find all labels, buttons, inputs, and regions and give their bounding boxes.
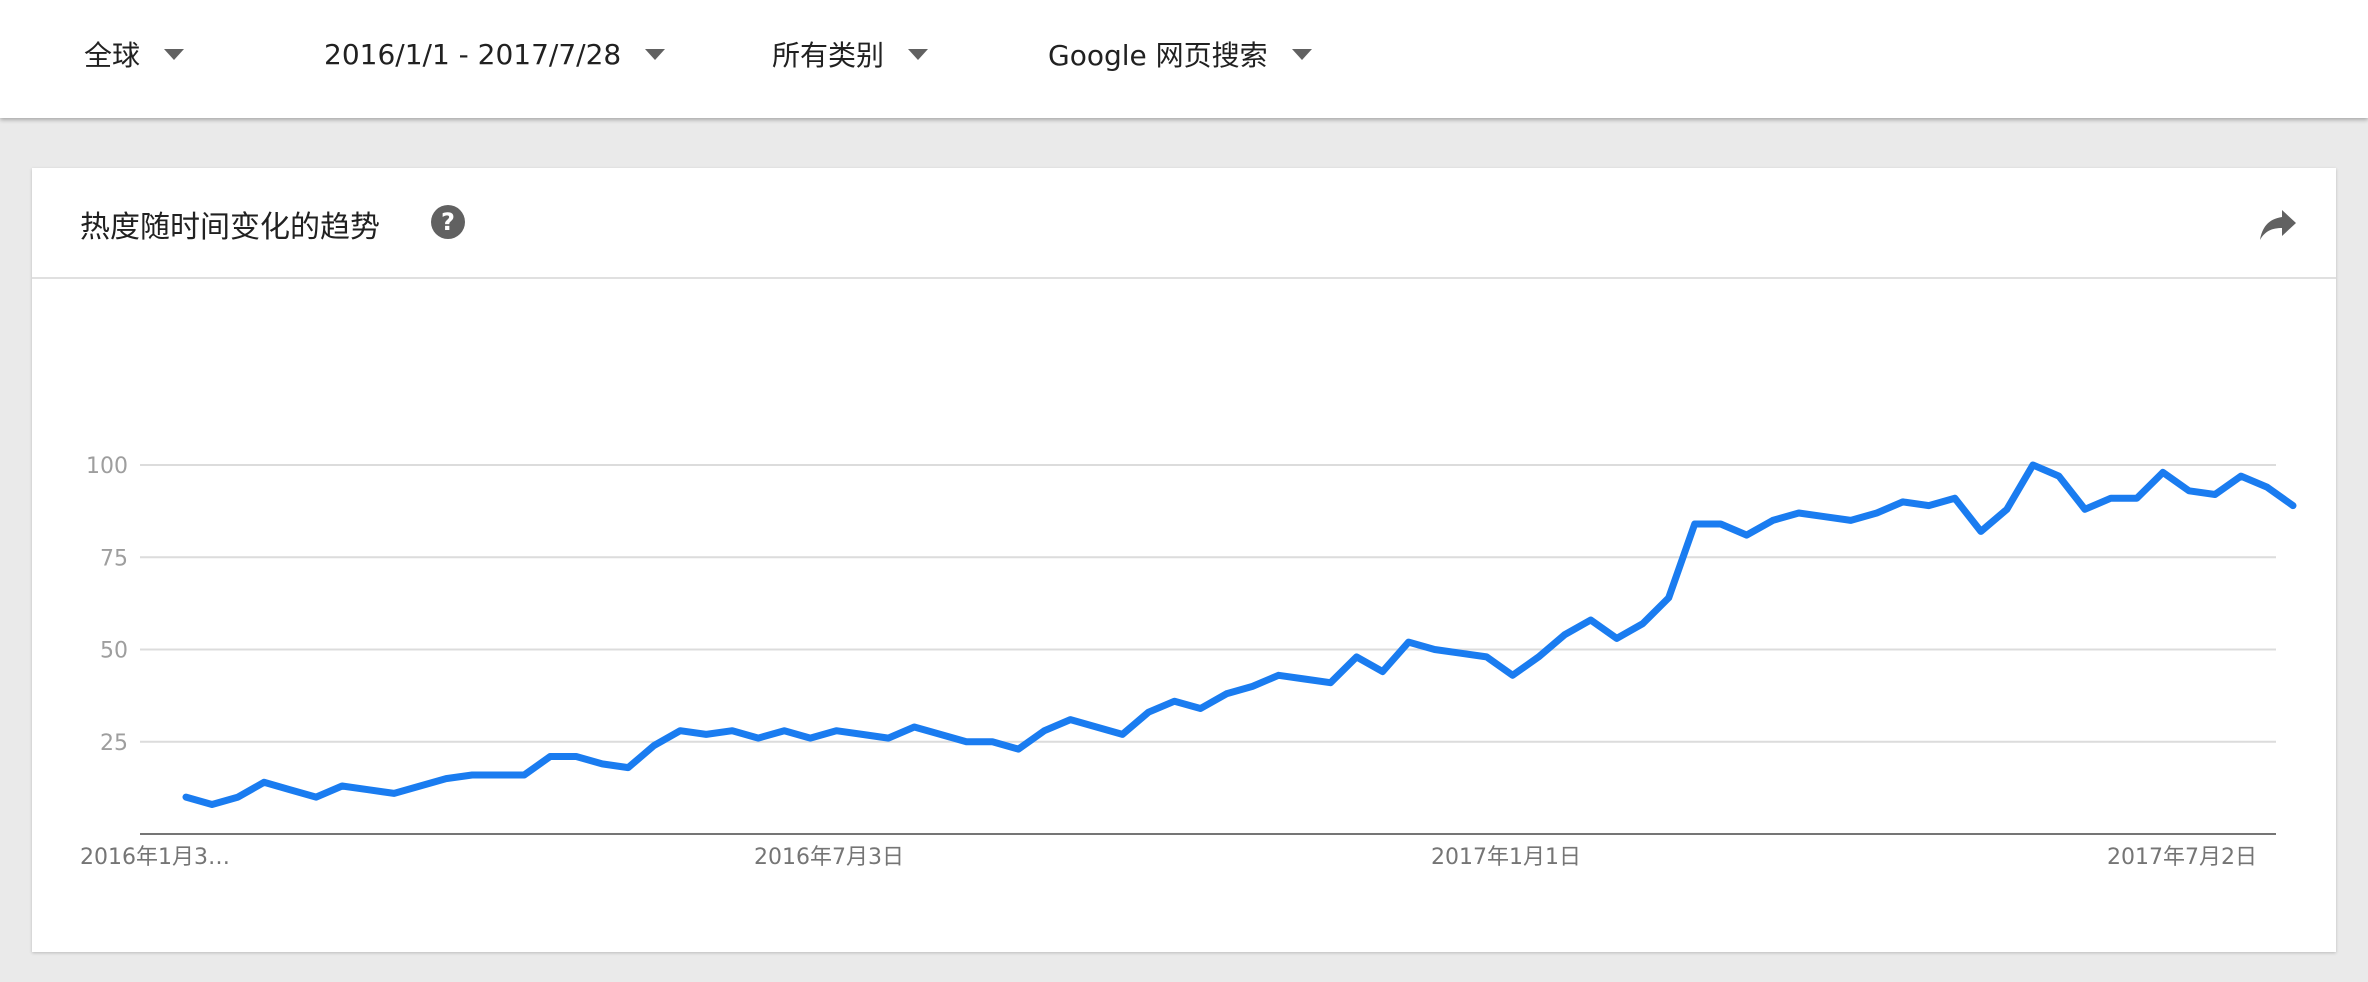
y-tick-label: 75 bbox=[100, 546, 128, 571]
filter-toolbar: 全球 2016/1/1 - 2017/7/28 所有类别 Google 网页搜索 bbox=[0, 0, 2368, 118]
card-header: 热度随时间变化的趋势 ? bbox=[32, 168, 2336, 279]
y-tick-label: 100 bbox=[86, 454, 128, 479]
x-tick-label: 2017年7月2日 bbox=[2107, 845, 2257, 870]
x-tick-label: 2016年1月3… bbox=[80, 845, 230, 870]
x-tick-label: 2017年1月1日 bbox=[1431, 845, 1581, 870]
grid-lines bbox=[140, 464, 2276, 743]
caret-down-icon bbox=[1291, 48, 1312, 60]
card-title: 热度随时间变化的趋势 bbox=[80, 210, 380, 245]
x-tick-labels: 2016年1月3… 2016年7月3日 2017年1月1日 2017年7月2日 bbox=[80, 845, 2257, 870]
y-tick-label: 50 bbox=[100, 639, 128, 664]
region-dropdown[interactable]: 全球 bbox=[84, 30, 185, 78]
trend-chart: 25 50 75 100 2016年1月3… 2016年7月3日 2017年1月1日 201… bbox=[32, 279, 2336, 952]
y-tick-label: 25 bbox=[100, 731, 128, 756]
interest-over-time-card: 热度随时间变化的趋势 ? 25 50 75 100 2016年1月3… 2016年7月3… bbox=[32, 168, 2336, 952]
category-label: 所有类别 bbox=[772, 39, 885, 72]
caret-down-icon bbox=[164, 48, 185, 60]
caret-down-icon bbox=[645, 48, 666, 60]
category-dropdown[interactable]: 所有类别 bbox=[772, 30, 929, 78]
date-range-label: 2016/1/1 - 2017/7/28 bbox=[324, 37, 622, 71]
date-range-dropdown[interactable]: 2016/1/1 - 2017/7/28 bbox=[324, 30, 666, 78]
search-type-dropdown[interactable]: Google 网页搜索 bbox=[1048, 30, 1312, 78]
svg-text:?: ? bbox=[441, 208, 455, 236]
share-icon[interactable] bbox=[2258, 208, 2298, 242]
x-tick-label: 2016年7月3日 bbox=[754, 845, 904, 870]
search-type-label: Google 网页搜索 bbox=[1048, 39, 1268, 72]
help-icon[interactable]: ? bbox=[430, 204, 466, 240]
y-tick-labels: 25 50 75 100 bbox=[86, 454, 128, 756]
region-label: 全球 bbox=[84, 39, 141, 72]
series-line bbox=[182, 461, 2297, 808]
caret-down-icon bbox=[908, 48, 929, 60]
